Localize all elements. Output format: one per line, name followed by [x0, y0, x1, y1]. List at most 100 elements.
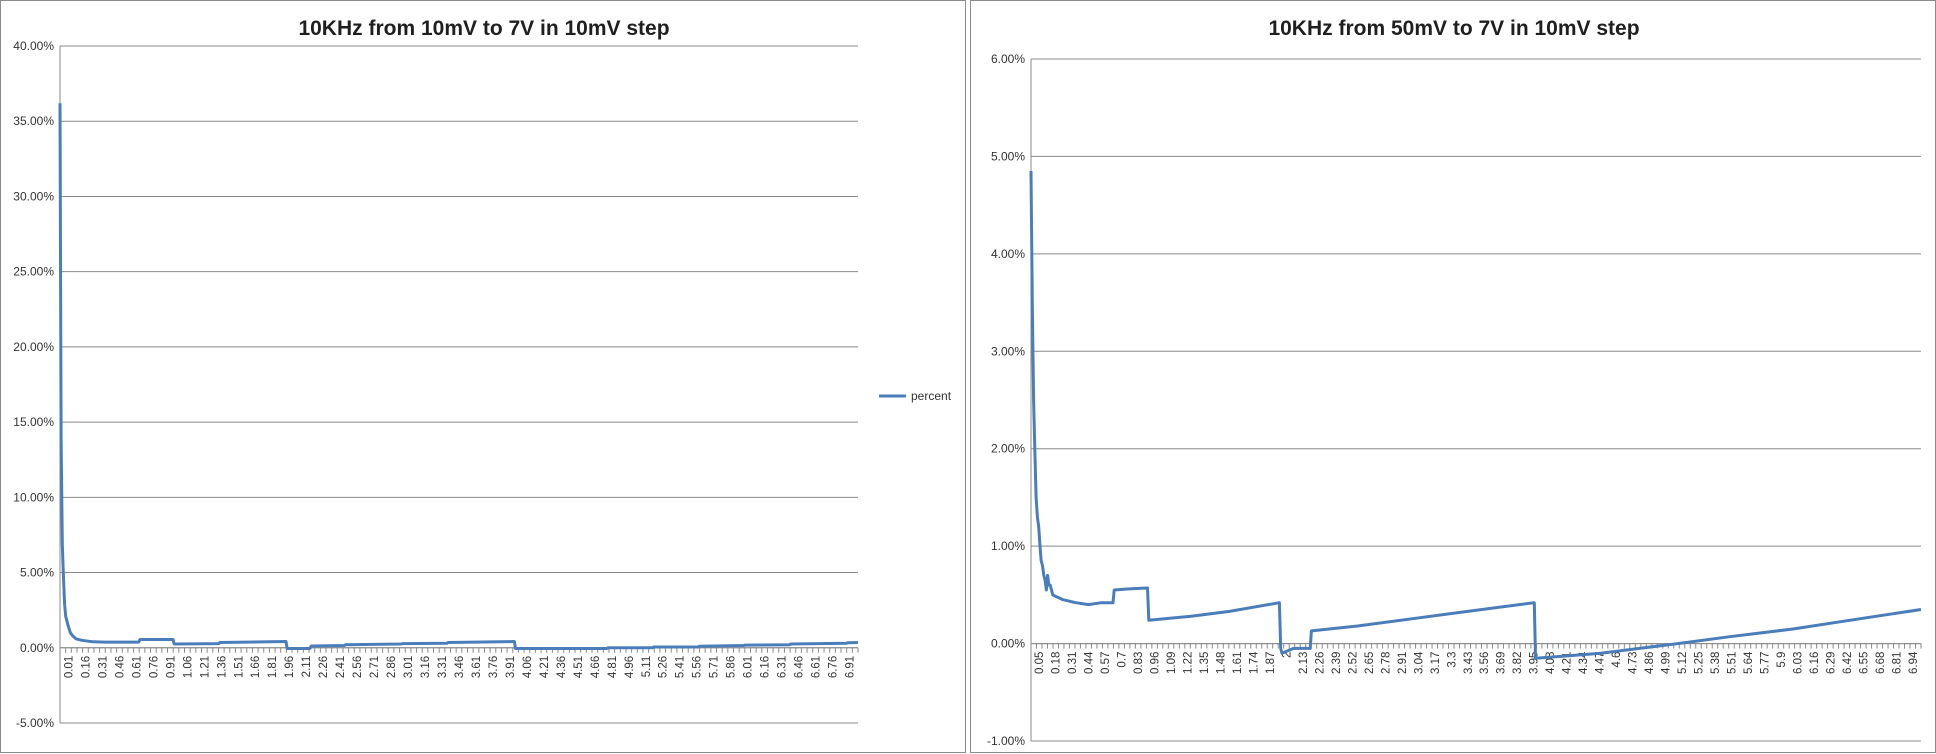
y-tick-label: 5.00% [991, 149, 1025, 163]
y-tick-label: -1.00% [987, 734, 1025, 748]
x-tick-label: 4.34 [1578, 651, 1590, 674]
y-tick-label: 2.00% [991, 442, 1025, 456]
x-tick-label: 4.21 [539, 656, 551, 678]
x-tick-label: 6.03 [1792, 652, 1804, 674]
x-tick-label: 3.69 [1496, 652, 1508, 674]
x-tick-label: 3.91 [505, 656, 517, 678]
x-tick-label: 5.9 [1776, 652, 1788, 668]
x-tick-label: 1.21 [199, 656, 211, 678]
x-tick-label: 5.12 [1677, 652, 1689, 674]
x-tick-label: 2.91 [1397, 652, 1409, 674]
x-tick-label: 1.48 [1216, 652, 1228, 674]
x-tick-label: 2.56 [352, 656, 364, 678]
x-tick-label: 3.82 [1512, 652, 1524, 674]
x-tick-label: 3.46 [454, 656, 466, 678]
x-tick-label: 4.06 [522, 656, 534, 678]
x-tick-label: 1.87 [1265, 652, 1277, 674]
x-tick-label: 0.01 [63, 656, 75, 678]
x-tick-label: 3.16 [420, 656, 432, 678]
legend-label-percent: percent [911, 389, 952, 403]
x-tick-label: 4.47 [1595, 652, 1607, 674]
y-tick-label: 1.00% [991, 539, 1025, 553]
chart-title: 10KHz from 50mV to 7V in 10mV step [1268, 17, 1639, 40]
x-tick-label: 5.38 [1710, 652, 1722, 674]
x-tick-label: 3.61 [471, 656, 483, 678]
x-tick-label: 2.71 [369, 656, 381, 678]
x-tick-label: 3.76 [488, 656, 500, 678]
y-tick-label: 20.00% [13, 340, 54, 354]
x-tick-label: 6.91 [845, 656, 857, 678]
series-line [1029, 170, 1922, 660]
x-tick-label: 4.99 [1661, 652, 1673, 674]
x-tick-label: 4.96 [624, 656, 636, 678]
x-tick-label: 1.06 [182, 656, 194, 678]
x-tick-label: 0.18 [1051, 652, 1063, 674]
x-tick-label: 0.96 [1150, 652, 1162, 674]
x-tick-label: 3.31 [437, 656, 449, 678]
x-tick-label: 6.61 [811, 656, 823, 678]
y-tick-label: 25.00% [13, 265, 54, 279]
x-tick-label: 1.66 [250, 656, 262, 678]
x-tick-label: 5.51 [1726, 652, 1738, 674]
x-tick-label: 1.61 [1232, 652, 1244, 674]
x-tick-label: 6.55 [1858, 652, 1870, 674]
x-tick-label: 5.25 [1694, 652, 1706, 674]
x-tick-label: 2.41 [335, 656, 347, 678]
series-line-percent [58, 103, 859, 650]
x-tick-label: 6.76 [828, 656, 840, 678]
x-tick-label: 2.65 [1364, 652, 1376, 674]
x-tick-label: 1.96 [284, 656, 296, 678]
x-tick-label: 5.77 [1759, 652, 1771, 674]
x-tick-label: 0.16 [80, 656, 92, 678]
x-tick-label: 4.6 [1611, 652, 1623, 668]
x-tick-label: 5.64 [1743, 651, 1755, 674]
y-tick-label: 4.00% [991, 247, 1025, 261]
x-tick-label: 6.68 [1875, 652, 1887, 674]
x-tick-label: 6.16 [1809, 652, 1821, 674]
x-tick-label: 4.73 [1628, 652, 1640, 674]
x-tick-label: 0.05 [1034, 652, 1046, 674]
x-tick-label: 5.26 [658, 656, 670, 678]
x-tick-label: 6.94 [1908, 651, 1920, 674]
x-tick-label: 6.81 [1891, 652, 1903, 674]
x-tick-label: 2.39 [1331, 652, 1343, 674]
x-tick-label: 0.83 [1133, 652, 1145, 674]
x-tick-label: 6.31 [777, 656, 789, 678]
y-tick-label: 15.00% [13, 415, 54, 429]
y-tick-label: -5.00% [16, 716, 54, 730]
y-tick-label: 0.00% [20, 641, 54, 655]
x-tick-label: 1.35 [1199, 652, 1211, 674]
x-tick-label: 0.46 [114, 656, 126, 678]
x-tick-label: 2.26 [1314, 652, 1326, 674]
x-tick-label: 3.01 [403, 656, 415, 678]
x-tick-label: 0.91 [165, 656, 177, 678]
x-tick-label: 2 [1281, 652, 1293, 658]
x-tick-label: 1.22 [1183, 652, 1195, 674]
x-tick-label: 4.81 [607, 656, 619, 678]
x-tick-label: 1.36 [216, 656, 228, 678]
x-tick-label: 2.11 [301, 656, 313, 678]
chart-panel-right: 10KHz from 50mV to 7V in 10mV step -1.00… [970, 0, 1936, 753]
x-tick-label: 6.29 [1825, 652, 1837, 674]
x-tick-label: 0.31 [1067, 652, 1079, 674]
x-tick-label: 1.09 [1166, 652, 1178, 674]
x-tick-label: 2.78 [1380, 652, 1392, 674]
x-tick-label: 5.86 [726, 656, 738, 678]
line-chart-right: 10KHz from 50mV to 7V in 10mV step -1.00… [987, 17, 1922, 748]
x-tick-label: 5.56 [692, 656, 704, 678]
line-chart-left: 10KHz from 10mV to 7V in 10mV step -5.00… [13, 17, 952, 730]
y-tick-label: 40.00% [13, 39, 54, 53]
x-tick-label: 0.61 [131, 656, 143, 678]
y-tick-label: 30.00% [13, 189, 54, 203]
chart-title: 10KHz from 10mV to 7V in 10mV step [298, 17, 669, 40]
y-tick-label: 35.00% [13, 114, 54, 128]
x-tick-label: 5.41 [675, 656, 687, 678]
x-tick-label: 2.52 [1347, 652, 1359, 674]
x-tick-label: 0.76 [148, 656, 160, 678]
chart-panel-left: 10KHz from 10mV to 7V in 10mV step -5.00… [0, 0, 966, 753]
x-tick-label: 4.08 [1545, 652, 1557, 674]
x-tick-label: 3.04 [1413, 651, 1425, 674]
x-tick-label: 4.66 [590, 656, 602, 678]
x-tick-label: 6.42 [1842, 652, 1854, 674]
x-tick-label: 2.13 [1298, 652, 1310, 674]
